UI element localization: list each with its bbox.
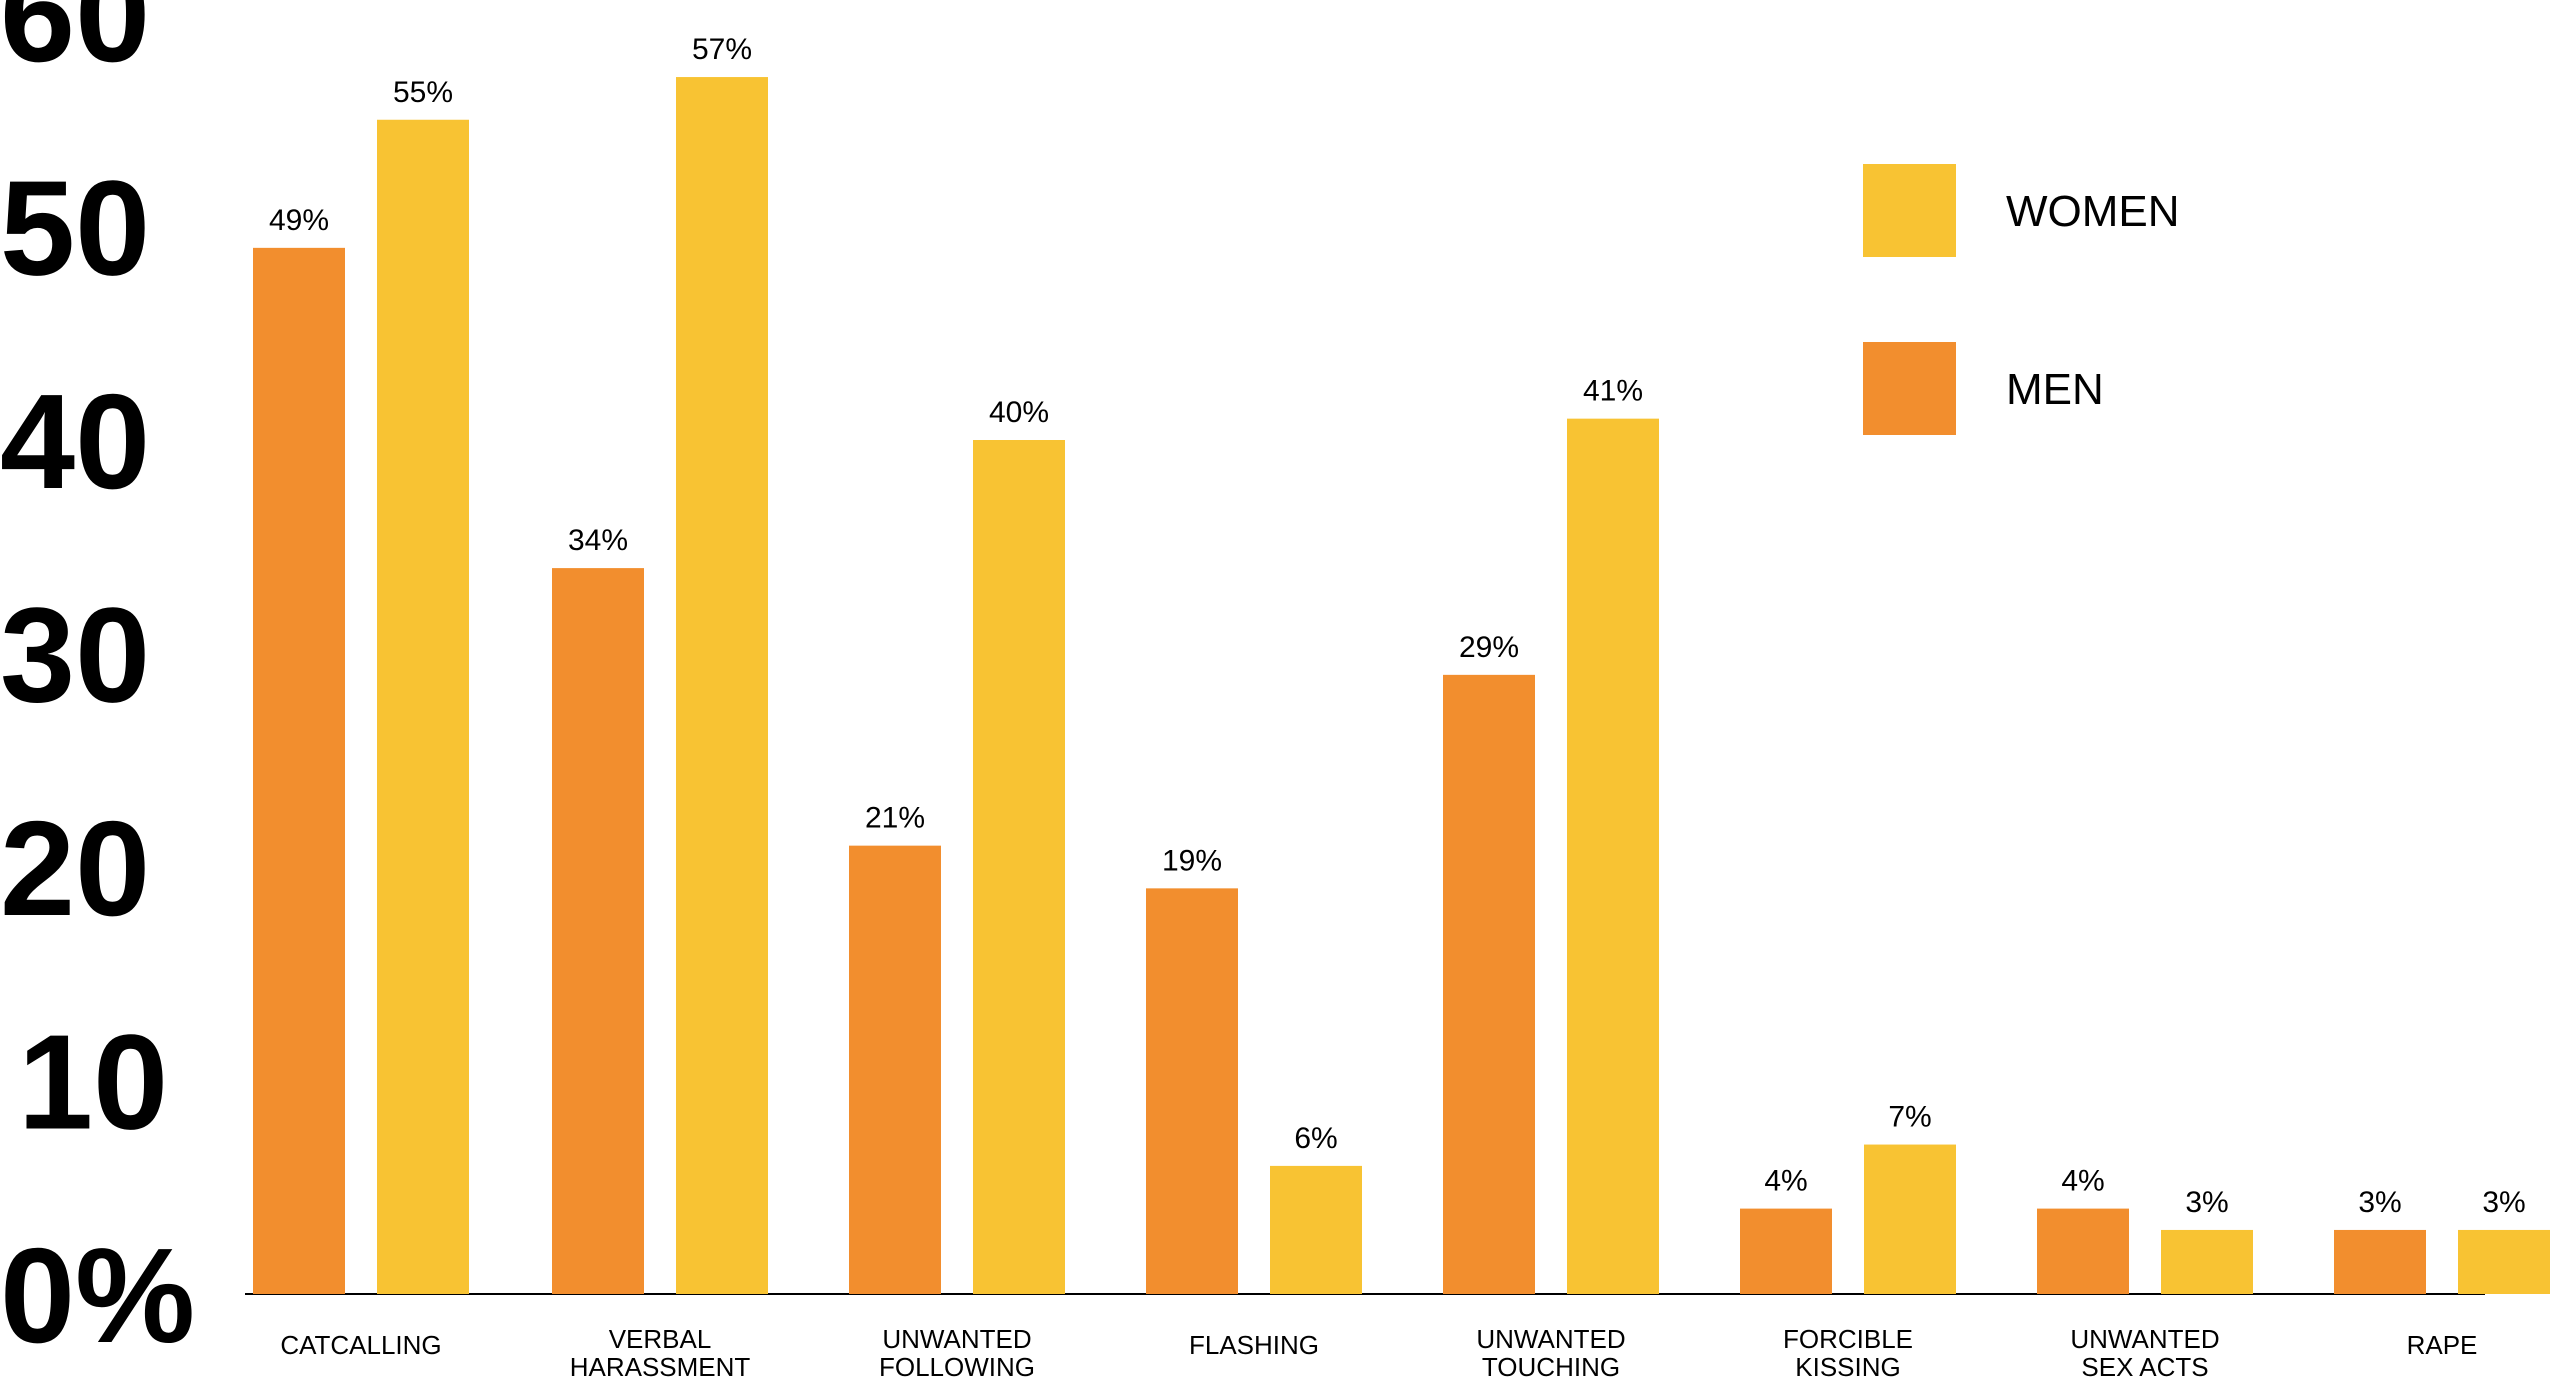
data-label: 19% (1162, 844, 1222, 877)
bar-women (1864, 1144, 1956, 1294)
data-label: 29% (1459, 631, 1519, 664)
bar-men (849, 845, 941, 1294)
category-label: UNWANTED (2070, 1324, 2219, 1354)
y-tick-label: 50 (0, 153, 150, 304)
y-tick-label: 40 (0, 366, 150, 517)
data-label: 34% (568, 524, 628, 557)
bar-men (1443, 674, 1535, 1294)
category-label: FLASHING (1189, 1330, 1319, 1360)
bar-women (1567, 418, 1659, 1294)
y-tick-label: 30 (0, 580, 150, 731)
y-tick-label: 20 (0, 793, 150, 944)
data-label: 4% (2061, 1165, 2104, 1198)
y-tick-label: 10 (18, 1007, 168, 1158)
legend-label-men: MEN (2006, 365, 2104, 414)
data-label: 3% (2358, 1186, 2401, 1219)
data-label: 41% (1583, 375, 1643, 408)
data-label: 7% (1888, 1101, 1931, 1134)
category-label: SEX ACTS (2081, 1352, 2208, 1382)
data-label: 49% (269, 204, 329, 237)
bar-men (2037, 1208, 2129, 1294)
category-label: TOUCHING (1482, 1352, 1620, 1382)
legend-swatch-women (1863, 164, 1956, 257)
category-label: FORCIBLE (1783, 1324, 1913, 1354)
bar-women (973, 440, 1065, 1294)
legend-swatch-men (1863, 342, 1956, 435)
bar-women (2161, 1229, 2253, 1294)
bar-men (253, 247, 345, 1295)
bar-men (2334, 1229, 2426, 1294)
bar-women (2458, 1229, 2550, 1294)
data-label: 6% (1294, 1122, 1337, 1155)
data-label: 57% (692, 33, 752, 66)
bar-men (1146, 888, 1238, 1294)
category-label: HARASSMENT (570, 1352, 751, 1382)
category-label: UNWANTED (1476, 1324, 1625, 1354)
data-label: 3% (2185, 1186, 2228, 1219)
category-label: UNWANTED (882, 1324, 1031, 1354)
category-label: FOLLOWING (879, 1352, 1035, 1382)
y-tick-label: 60 (0, 0, 150, 90)
bar-men (552, 568, 644, 1294)
y-tick-label: 0% (0, 1220, 195, 1371)
bar-women (377, 119, 469, 1294)
bar-women (676, 77, 768, 1294)
category-label: VERBAL (609, 1324, 712, 1354)
bar-women (1270, 1165, 1362, 1294)
bar-men (1740, 1208, 1832, 1294)
category-label: RAPE (2407, 1330, 2478, 1360)
legend-label-women: WOMEN (2006, 187, 2180, 236)
data-label: 3% (2482, 1186, 2525, 1219)
data-label: 40% (989, 396, 1049, 429)
category-label: KISSING (1795, 1352, 1900, 1382)
data-label: 4% (1764, 1165, 1807, 1198)
data-label: 55% (393, 76, 453, 109)
category-label: CATCALLING (280, 1330, 441, 1360)
data-label: 21% (865, 802, 925, 835)
